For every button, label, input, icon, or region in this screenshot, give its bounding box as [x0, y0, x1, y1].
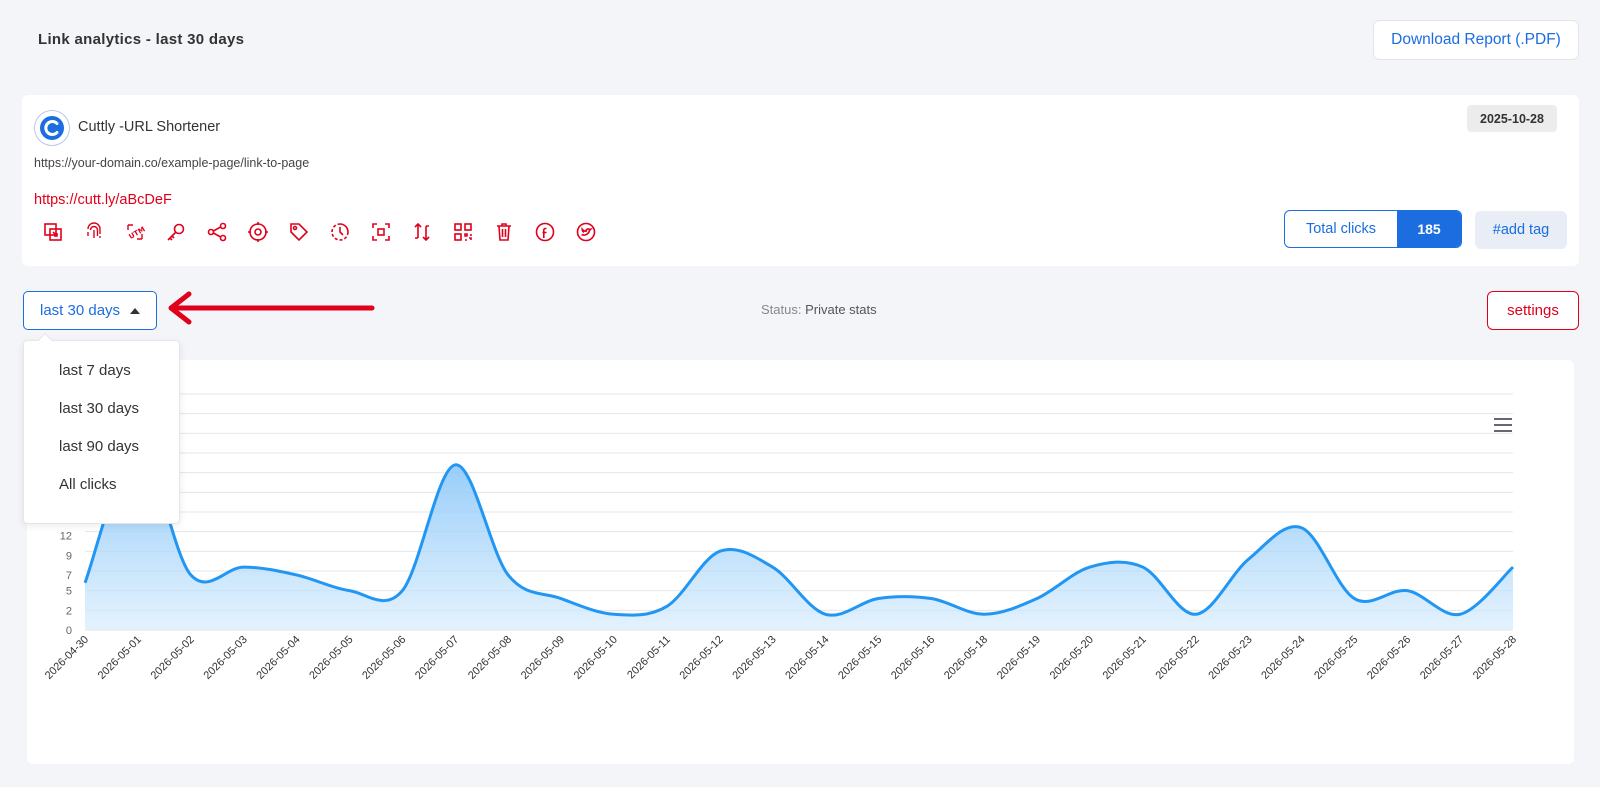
y-tick-label: 7	[66, 570, 72, 582]
x-tick-label: 2026-05-22	[1154, 634, 1202, 682]
x-tick-label: 2026-05-01	[96, 634, 144, 682]
add-tag-button[interactable]: #add tag	[1475, 211, 1567, 249]
svg-text:UTM: UTM	[128, 225, 146, 241]
long-url[interactable]: https://your-domain.co/example-page/link…	[34, 156, 310, 170]
y-tick-label: 2	[66, 605, 72, 617]
x-tick-label: 2026-05-09	[519, 634, 567, 682]
download-report-button[interactable]: Download Report (.PDF)	[1373, 20, 1579, 60]
y-tick-label: 0	[66, 625, 72, 637]
settings-button[interactable]: settings	[1487, 291, 1579, 330]
x-tick-label: 2026-05-07	[413, 634, 461, 682]
copy-icon[interactable]	[42, 220, 83, 244]
x-tick-label: 2026-05-15	[836, 634, 884, 682]
cuttly-logo-icon	[34, 110, 70, 146]
menu-item-all-clicks[interactable]: All clicks	[59, 475, 117, 493]
x-tick-label: 2026-05-16	[889, 634, 937, 682]
menu-item-last-30-days[interactable]: last 30 days	[59, 399, 140, 417]
twitter-icon[interactable]	[575, 220, 616, 244]
date-range-label: last 30 days	[40, 302, 121, 319]
y-tick-label: 5	[66, 586, 72, 598]
x-tick-label: 2026-04-30	[43, 634, 91, 682]
tag-icon[interactable]	[288, 220, 329, 244]
page-title: Link analytics - last 30 days	[38, 31, 245, 48]
total-clicks-label: Total clicks	[1305, 221, 1377, 237]
target-icon[interactable]	[247, 220, 288, 244]
status-label: Status:	[761, 302, 802, 317]
x-tick-label: 2026-05-19	[995, 634, 1043, 682]
x-tick-label: 2026-05-25	[1312, 634, 1360, 682]
x-tick-label: 2026-05-04	[254, 634, 302, 682]
swap-icon[interactable]	[411, 220, 452, 244]
x-tick-label: 2026-05-28	[1471, 634, 1519, 682]
x-tick-label: 2026-05-14	[783, 634, 831, 682]
date-range-dropdown[interactable]: last 30 days	[23, 291, 157, 330]
x-tick-label: 2026-05-06	[360, 634, 408, 682]
history-icon[interactable]	[329, 220, 370, 244]
utm-icon[interactable]: UTM	[124, 220, 165, 244]
link-toolbar: UTM	[42, 220, 616, 244]
facebook-icon[interactable]	[534, 220, 575, 244]
date-badge: 2025-10-28	[1467, 105, 1557, 132]
x-tick-label: 2026-05-12	[678, 634, 726, 682]
share-icon[interactable]	[206, 220, 247, 244]
caret-up-icon	[130, 307, 141, 314]
scan-icon[interactable]	[370, 220, 411, 244]
x-tick-label: 2026-05-05	[307, 634, 355, 682]
short-url[interactable]: https://cutt.ly/aBcDeF	[34, 192, 172, 208]
x-tick-label: 2026-05-20	[1048, 634, 1096, 682]
fingerprint-icon[interactable]	[83, 220, 124, 244]
y-tick-label: 9	[66, 550, 72, 562]
series-area	[85, 449, 1513, 630]
x-tick-label: 2026-05-10	[572, 634, 620, 682]
total-clicks: Total clicks 185	[1284, 210, 1462, 248]
red-arrow-annotation	[168, 291, 375, 325]
x-tick-label: 2026-05-21	[1101, 634, 1149, 682]
x-tick-label: 2026-05-08	[466, 634, 514, 682]
chart-card: 0257912142026-04-302026-05-012026-05-022…	[27, 360, 1574, 764]
site-name: Cuttly -URL Shortener	[78, 119, 221, 135]
x-tick-label: 2026-05-03	[202, 634, 250, 682]
status-text: Status: Private stats	[761, 302, 877, 317]
x-tick-label: 2026-05-26	[1365, 634, 1413, 682]
y-tick-label: 12	[60, 531, 72, 543]
key-icon[interactable]	[165, 220, 206, 244]
x-tick-label: 2026-05-27	[1418, 634, 1466, 682]
trash-icon[interactable]	[493, 220, 534, 244]
link-card: Cuttly -URL Shortener 2025-10-28 https:/…	[22, 95, 1579, 266]
total-clicks-value: 185	[1397, 211, 1461, 247]
x-tick-label: 2026-05-18	[942, 634, 990, 682]
date-range-menu: last 7 days last 30 days last 90 days Al…	[23, 332, 180, 524]
status-value: Private stats	[805, 302, 877, 317]
x-tick-label: 2026-05-11	[625, 634, 673, 682]
x-tick-label: 2026-05-02	[149, 634, 197, 682]
qr-code-icon[interactable]	[452, 220, 493, 244]
menu-item-last-7-days[interactable]: last 7 days	[59, 361, 131, 379]
x-tick-label: 2026-05-24	[1259, 634, 1307, 682]
clicks-area-chart: 0257912142026-04-302026-05-012026-05-022…	[43, 393, 1519, 682]
x-tick-label: 2026-05-13	[730, 634, 778, 682]
chart-menu-icon[interactable]	[1494, 418, 1512, 432]
x-tick-label: 2026-05-23	[1206, 634, 1254, 682]
menu-item-last-90-days[interactable]: last 90 days	[59, 437, 140, 455]
